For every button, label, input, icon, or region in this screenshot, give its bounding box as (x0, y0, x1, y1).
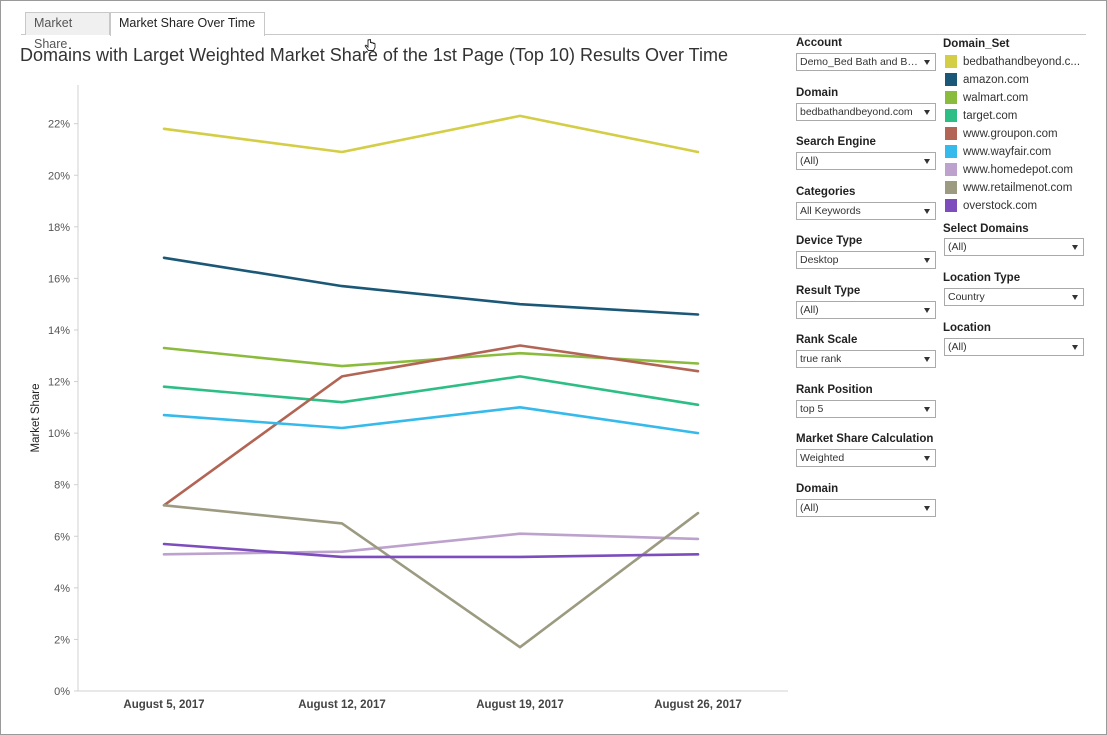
y-tick-label: 20% (48, 170, 70, 182)
filter-label-rank-position: Rank Position (796, 384, 873, 396)
rank-position-select[interactable]: top 5 (796, 400, 936, 418)
chevron-down-icon (924, 110, 930, 115)
y-tick-label: 14% (48, 325, 70, 337)
filter-label-select-domains: Select Domains (943, 223, 1029, 235)
tab-market-share[interactable]: Market Share (25, 12, 110, 51)
legend-label: walmart.com (963, 92, 1029, 104)
series-line-homedepot (162, 532, 700, 556)
legend-label: www.homedepot.com (963, 164, 1073, 176)
rank-scale-select[interactable]: true rank (796, 350, 936, 368)
legend-swatch (945, 127, 957, 140)
series-line-walmart (162, 346, 700, 368)
select-domains-select[interactable]: (All) (944, 238, 1084, 256)
chevron-down-icon (924, 159, 930, 164)
legend-swatch (945, 109, 957, 122)
chevron-down-icon (924, 209, 930, 214)
search-engine-select[interactable]: (All) (796, 152, 936, 170)
chevron-down-icon (924, 456, 930, 461)
filter-label-device-type: Device Type (796, 235, 863, 247)
y-tick-label: 16% (48, 273, 70, 285)
legend-label: www.groupon.com (963, 128, 1058, 140)
series-line-retailmenot (162, 503, 700, 649)
series-line-amazon (162, 256, 700, 316)
y-tick-label: 12% (48, 377, 70, 389)
filter-label-location: Location (943, 322, 991, 334)
series-line-overstock (162, 542, 700, 559)
filter-label-result-type: Result Type (796, 285, 861, 297)
legend-label: amazon.com (963, 74, 1029, 86)
filter-label-account: Account (796, 37, 842, 49)
tab-market-share-over-time[interactable]: Market Share Over Time (110, 12, 265, 36)
y-tick-label: 0% (54, 686, 70, 698)
legend-label: bedbathandbeyond.c... (963, 56, 1081, 68)
location-select[interactable]: (All) (944, 338, 1084, 356)
legend-swatch (945, 55, 957, 68)
legend-swatch (945, 145, 957, 158)
y-tick-label: 2% (54, 634, 70, 646)
filter-label-domain: Domain (796, 87, 839, 99)
filter-label-categories: Categories (796, 186, 856, 198)
categories-select[interactable]: All Keywords (796, 202, 936, 220)
line-chart: 0% 2% 4% 6% 8% 10% 12% 14% 16% 18% 20% 22% Market Sh… (30, 85, 788, 711)
y-axis-label: Market Share (30, 383, 42, 452)
y-tick-label: 6% (54, 531, 70, 543)
tab-bar: Market Share Market Share Over Time (21, 12, 1086, 51)
chevron-down-icon (924, 506, 930, 511)
legend-label: www.wayfair.com (963, 146, 1052, 158)
legend-swatch (945, 91, 957, 104)
y-tick-label: 18% (48, 222, 70, 234)
y-tick-label: 8% (54, 480, 70, 492)
legend-label: www.retailmenot.com (963, 182, 1073, 194)
chevron-down-icon (1072, 245, 1078, 250)
legend-label: overstock.com (963, 200, 1038, 212)
x-tick-label: August 19, 2017 (476, 699, 564, 711)
x-tick-label: August 12, 2017 (298, 699, 386, 711)
chevron-down-icon (924, 357, 930, 362)
x-tick-label: August 26, 2017 (654, 699, 742, 711)
account-select[interactable]: Demo_Bed Bath and Be... (796, 53, 936, 71)
x-tick-label: August 5, 2017 (123, 699, 204, 711)
legend-swatch (945, 181, 957, 194)
chevron-down-icon (1072, 345, 1078, 350)
market-share-calculation-select[interactable]: Weighted (796, 449, 936, 467)
chevron-down-icon (924, 258, 930, 263)
result-type-select[interactable]: (All) (796, 301, 936, 319)
chart-title: Domains with Larget Weighted Market Shar… (20, 45, 728, 65)
domain-select[interactable]: bedbathandbeyond.com (796, 103, 936, 121)
filter-label-market-share-calculation: Market Share Calculation (796, 433, 934, 445)
hand-cursor-icon (364, 39, 376, 51)
filter-label-search-engine: Search Engine (796, 136, 876, 148)
chevron-down-icon (924, 60, 930, 65)
series-line-bedbathandbeyond (162, 114, 700, 154)
legend-swatch (945, 163, 957, 176)
series-line-wayfair (162, 405, 700, 435)
y-tick-label: 4% (54, 583, 70, 595)
y-tick-label: 22% (48, 119, 70, 131)
filter-label-domain-2: Domain (796, 483, 839, 495)
chevron-down-icon (1072, 295, 1078, 300)
legend-title: Domain_Set (943, 38, 1010, 50)
filter-label-location-type: Location Type (943, 272, 1021, 284)
y-tick-label: 10% (48, 428, 70, 440)
filter-label-rank-scale: Rank Scale (796, 334, 858, 346)
series-line-target (162, 375, 700, 407)
series-line-groupon (162, 344, 700, 507)
device-type-select[interactable]: Desktop (796, 251, 936, 269)
legend-swatch (945, 73, 957, 86)
legend-label: target.com (963, 110, 1018, 122)
chevron-down-icon (924, 308, 930, 313)
domain-all-select[interactable]: (All) (796, 499, 936, 517)
chevron-down-icon (924, 407, 930, 412)
location-type-select[interactable]: Country (944, 288, 1084, 306)
legend-swatch (945, 199, 957, 212)
